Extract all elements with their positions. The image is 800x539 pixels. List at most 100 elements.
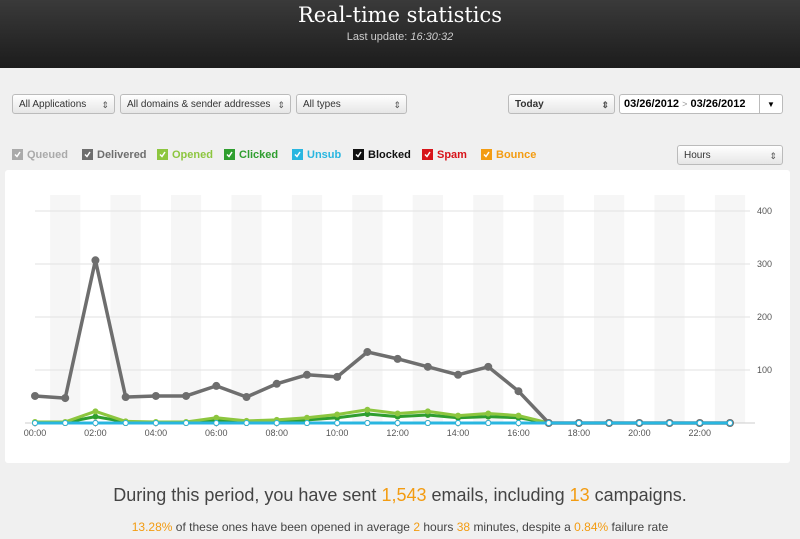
data-point [31,391,39,400]
x-tick-label: 18:00 [568,428,591,438]
legend-label: Spam [437,149,467,161]
legend-checkbox [422,149,433,160]
date-separator: > [682,99,688,109]
data-point [393,354,402,363]
y-tick-label: 300 [757,259,772,269]
data-point [213,420,220,426]
data-point [424,408,431,415]
domain-select[interactable]: All domains & sender addresses [120,94,291,115]
data-point [363,347,372,356]
legend-item[interactable]: Clicked [224,147,278,163]
data-point [213,414,220,421]
data-point [454,370,463,379]
legend-item[interactable]: Delivered [82,147,147,163]
legend-checkbox [224,149,235,160]
band [473,195,504,423]
legend-checkbox [12,149,23,160]
data-point [455,412,462,419]
date-toggle[interactable]: ▼ [759,95,782,113]
data-point [423,362,432,371]
legend-checkbox [292,149,303,160]
legend-item[interactable]: Spam [422,147,467,163]
data-point [92,413,99,420]
band [50,195,81,423]
legend-label: Queued [27,149,68,161]
data-point [394,420,401,426]
application-select[interactable]: All Applications [12,94,115,115]
highlight: 13 [569,485,590,505]
data-point [696,420,703,426]
highlight: 13.28% [131,520,173,534]
text: of these ones have been opened in averag… [175,520,410,534]
text: failure rate [611,520,669,534]
data-point [303,420,310,426]
date-range[interactable]: 03/26/2012 > 03/26/2012 ▼ [619,94,783,114]
highlight: 38 [456,520,471,534]
band [654,195,685,423]
legend-label: Unsub [307,149,342,161]
band [170,195,202,423]
band [231,195,262,423]
data-point [92,420,99,426]
band [352,195,383,423]
data-point [91,256,100,265]
text: campaigns. [594,485,687,505]
data-point [364,420,371,426]
data-point [485,420,492,426]
y-tick-label: 200 [757,312,772,322]
x-tick-label: 08:00 [265,428,288,438]
type-select[interactable]: All types [296,94,407,115]
x-tick-label: 22:00 [689,428,712,438]
band [110,195,141,423]
data-point [152,420,159,426]
update-label: Last update: [346,31,408,43]
legend-item[interactable]: Blocked [353,147,411,163]
title: Real-time statistics [297,3,503,27]
text: During this period, you have sent [113,485,377,505]
data-point [212,381,221,390]
data-point [272,379,281,388]
data-point [61,394,70,403]
legend-label: Bounce [496,149,537,161]
data-point [151,391,160,400]
data-point [302,370,311,379]
x-tick-label: 16:00 [507,428,530,438]
data-point [243,420,250,426]
legend-item[interactable]: Opened [157,147,213,163]
period-select[interactable]: Today [508,94,615,115]
y-tick-label: 400 [757,206,772,216]
chart: 100 200 300 400 00:00 02:00 04:00 06:00 08:00 10:… [24,195,772,438]
summary-line-1: During this period, you have sent 1,543 … [0,485,800,506]
data-point [92,408,99,415]
band [291,195,323,423]
band [533,195,564,423]
data-point [515,412,522,419]
chart-panel: 100 200 300 400 00:00 02:00 04:00 06:00 08:00 10:… [5,170,790,463]
data-point [515,420,522,426]
data-point [636,420,643,426]
legend-checkbox [353,149,364,160]
highlight: 0.84% [574,520,609,534]
data-point [334,420,341,426]
data-point [455,420,462,426]
legend-item[interactable]: Unsub [292,147,341,163]
x-tick-label: 04:00 [145,428,168,438]
highlight: 2 [413,520,421,534]
data-point [484,362,493,371]
legend-checkbox [157,149,168,160]
legend-label: Delivered [97,149,147,161]
data-point [121,393,130,402]
data-point [62,420,69,426]
legend-checkbox [481,149,492,160]
highlight: 1,543 [381,485,427,505]
granularity-select[interactable]: Hours [677,145,783,166]
x-tick-label: 12:00 [386,428,409,438]
x-tick-label: 02:00 [84,428,107,438]
band [594,195,625,423]
data-point [32,420,38,426]
legend-item[interactable]: Bounce [481,147,536,163]
data-point [334,411,341,418]
data-point [303,414,310,421]
legend-item[interactable]: Queued [12,147,68,163]
